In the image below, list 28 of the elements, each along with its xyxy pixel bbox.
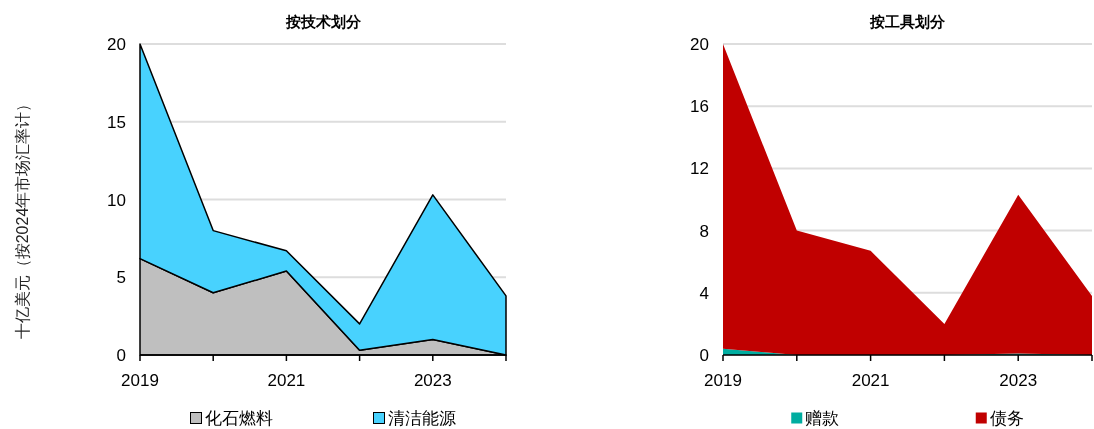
legend-item: 化石燃料 [190,409,273,428]
y-tick-label: 15 [107,112,126,132]
x-tick-label: 2019 [121,371,159,390]
y-tick-label: 0 [699,346,709,365]
x-tick-label: 2021 [851,371,890,390]
y-tick-label: 8 [699,221,709,241]
legend-label: 赠款 [805,409,840,428]
legend-item: 清洁能源 [373,409,456,428]
x-tick-label: 2023 [999,371,1038,390]
y-axis-title: 十亿美元（按2024年市场汇率计） [13,95,31,340]
legend-label: 债务 [989,409,1024,428]
x-tick-label: 2021 [267,371,306,390]
x-tick-label: 2019 [704,371,742,390]
chart-title: 按技术划分 [284,13,362,30]
x-tick-label: 2023 [413,371,452,390]
y-tick-label: 16 [690,97,709,117]
y-tick-label: 5 [116,268,126,288]
legend-label: 清洁能源 [387,409,456,428]
y-tick-label: 0 [116,346,126,365]
y-tick-label: 4 [699,283,709,303]
y-tick-label: 20 [107,35,126,54]
legend-label: 化石燃料 [204,409,273,428]
y-tick-label: 10 [107,190,126,210]
chart-title: 按工具划分 [869,13,946,30]
y-tick-label: 12 [690,159,709,179]
legend-item: 债务 [975,409,1024,428]
legend-item: 赠款 [791,409,840,428]
y-tick-label: 20 [690,35,709,54]
